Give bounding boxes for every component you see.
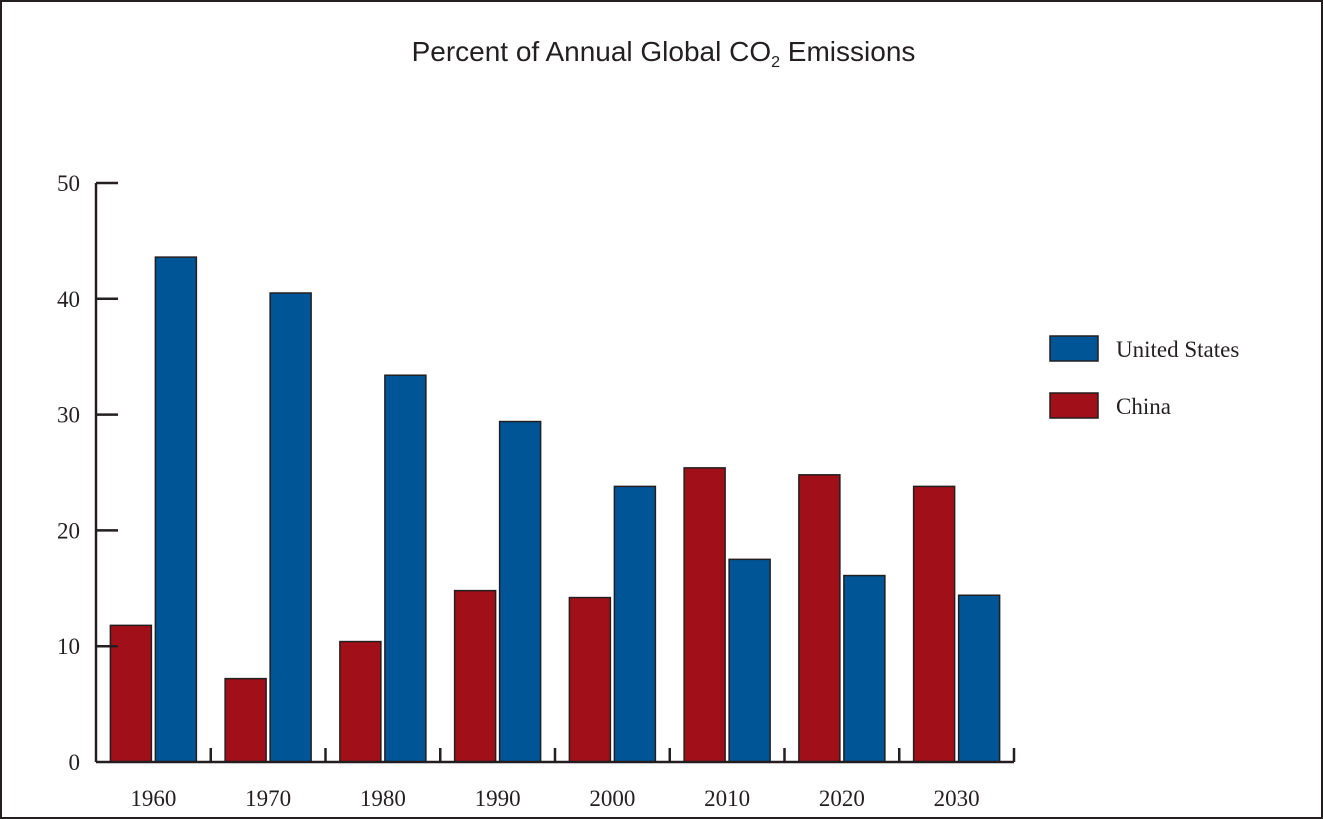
- bar-united-states-2020: [843, 574, 886, 763]
- bar-china-1990: [453, 589, 497, 763]
- y-tick-label: 30: [57, 403, 80, 428]
- y-tick-label: 50: [57, 171, 80, 196]
- bar-united-states-2000: [613, 485, 657, 763]
- chart-title: Percent of Annual Global CO2 Emissions: [411, 36, 916, 71]
- x-tick-label: 2000: [589, 786, 635, 811]
- x-tick-label: 1960: [130, 786, 176, 811]
- bar-china-1960: [109, 624, 153, 763]
- x-tick-label: 2020: [819, 786, 865, 811]
- y-tick-label: 40: [57, 287, 80, 312]
- bar-china-2000: [568, 596, 612, 763]
- bar-china-1980: [339, 640, 382, 763]
- x-tick-label: 1980: [360, 786, 406, 811]
- bar-china-2030: [912, 485, 956, 763]
- x-tick-label: 1990: [475, 786, 521, 811]
- legend-swatch-china: [1049, 392, 1099, 419]
- legend-swatch-united-states: [1049, 335, 1099, 362]
- bar-united-states-1980: [384, 374, 427, 763]
- x-tick-label: 2030: [934, 786, 980, 811]
- bar-united-states-1970: [269, 292, 312, 763]
- bar-united-states-2030: [957, 594, 1001, 763]
- y-tick-label: 20: [57, 518, 80, 543]
- bar-united-states-1990: [498, 420, 542, 763]
- bar-united-states-2010: [728, 558, 771, 763]
- bar-china-1970: [224, 677, 267, 763]
- bar-united-states-1960: [154, 256, 198, 763]
- bar-china-2020: [798, 474, 841, 763]
- x-tick-label: 1970: [245, 786, 291, 811]
- x-tick-label: 2010: [704, 786, 750, 811]
- y-tick-label: 0: [69, 750, 81, 775]
- bar-china-2010: [683, 467, 726, 763]
- legend-label-united-states: United States: [1116, 337, 1239, 362]
- legend-label-china: China: [1116, 394, 1171, 419]
- y-tick-label: 10: [57, 634, 80, 659]
